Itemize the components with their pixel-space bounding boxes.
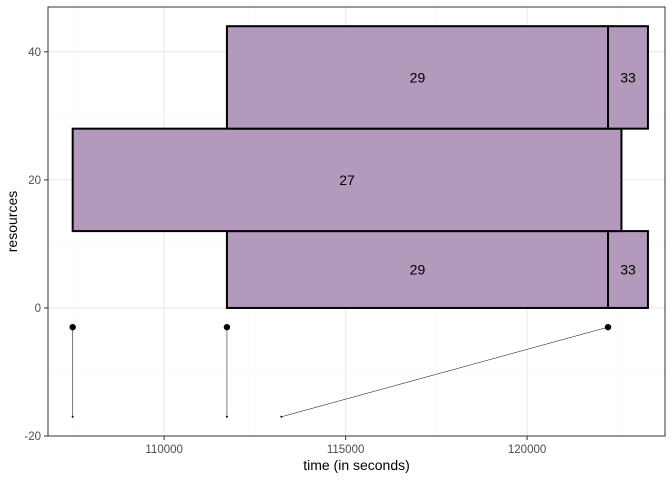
rect-label: 29 [410, 262, 426, 278]
segment-end-point [280, 415, 283, 418]
y-tick-label: 0 [35, 303, 41, 315]
segment-end-point [71, 415, 74, 418]
x-tick-label: 110000 [145, 444, 183, 456]
x-axis-title: time (in seconds) [303, 457, 410, 473]
data-point [223, 323, 231, 331]
panel-border [47, 6, 666, 437]
resource-rect [607, 25, 649, 130]
resource-rectangles [71, 25, 649, 309]
data-point [69, 323, 76, 331]
rect-label: 27 [339, 172, 355, 188]
rect-label: 33 [620, 69, 636, 85]
rect-label: 33 [620, 262, 636, 278]
axes: 110000 115000 120000 -20 0 20 40 [24, 47, 546, 456]
points [69, 323, 612, 331]
segment-end-point [225, 415, 228, 418]
segment-line [281, 326, 609, 418]
data-point [604, 323, 612, 331]
rect-label: 29 [410, 69, 426, 85]
y-axis-title: resources [4, 191, 20, 252]
rectangle-labels: 29 33 27 29 33 [339, 69, 636, 277]
segments [71, 326, 609, 418]
x-tick-label: 120000 [508, 444, 546, 456]
resource-rect [607, 230, 649, 309]
y-tick-label: -20 [24, 431, 41, 443]
x-tick-label: 115000 [327, 444, 365, 456]
y-tick-label: 20 [28, 175, 41, 187]
resource-rect [71, 127, 623, 233]
y-tick-label: 40 [28, 47, 41, 59]
